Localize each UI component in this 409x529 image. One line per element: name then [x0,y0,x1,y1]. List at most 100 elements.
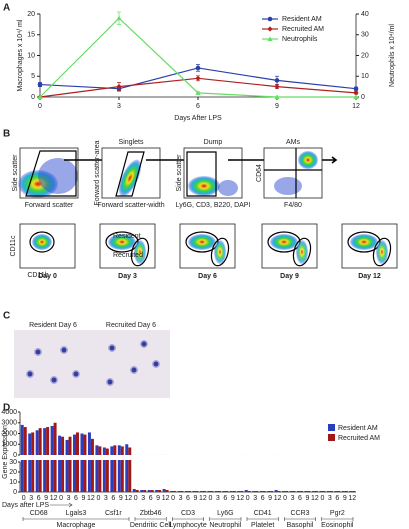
bar [277,491,281,492]
gate-title: AMs [286,139,301,146]
bar [120,460,124,492]
day-tick-label: 6 [37,495,41,502]
flow-y-label: Forward scatter-area [94,140,101,205]
bar [23,427,27,455]
day-tick-label: 12 [236,495,244,502]
density [32,234,52,250]
micrograph [14,330,92,398]
bar [177,491,181,492]
bar [105,448,109,455]
cell [72,370,80,378]
bar [105,460,109,492]
bar [87,460,91,492]
bar [199,491,203,492]
gene-label: CCR3 [290,510,309,517]
y-tick-label: 20 [27,11,35,18]
group-label: Neutrophil [209,522,241,529]
density [214,240,226,264]
bar [35,430,39,455]
day-tick-label: 6 [335,495,339,502]
bar [304,491,308,492]
flow-y-label: Side scatter [12,154,19,192]
legend-marker [267,36,273,41]
day-tick-label: 6 [186,495,190,502]
day-tick-label: 0 [134,495,138,502]
gate [115,151,145,197]
bar [195,491,199,492]
bar [322,491,326,492]
bar [90,460,94,492]
day-tick-label: 9 [119,495,123,502]
bar [289,491,293,492]
cell [26,370,34,378]
legend-label: Recruited AM [338,435,380,442]
density [38,158,78,194]
bar [147,490,151,492]
flow-y-label: Side scatter [176,154,183,192]
flow-x-label: F4/80 [284,202,302,209]
y-tick-label: 0 [13,452,17,459]
cell [60,346,68,354]
legend-swatch [328,434,335,441]
day-tick-label: 6 [298,495,302,502]
bar [252,491,256,492]
y-tick-label: 4000 [1,409,17,416]
density [134,240,146,264]
bar [73,434,76,455]
day-label: Day 3 [118,273,137,280]
day-tick-label: 0 [59,495,63,502]
bar [210,491,214,492]
marker [37,94,43,99]
bar [311,491,315,492]
gate [210,237,230,267]
x-tick-label: 0 [38,103,42,110]
bar [90,438,94,455]
day-tick-label: 3 [67,495,71,502]
marker [353,94,359,99]
panel-label: B [3,129,10,140]
bar [255,491,259,492]
gene-label: Csf1r [105,510,122,517]
bar [65,460,69,492]
day-tick-label: 0 [22,495,26,502]
day-tick-label: 6 [111,495,115,502]
flow-x-label: Ly6G, CD3, B220, DAPI [176,202,251,209]
day-tick-label: 12 [274,495,282,502]
marker [274,94,280,99]
marker [353,90,359,96]
bar [46,460,50,492]
legend-label: Resident AM [338,425,378,432]
bar [125,460,129,492]
day-tick-label: 3 [291,495,295,502]
day-tick-label: 3 [253,495,257,502]
bar [188,491,191,492]
group-label: Lymphocyte [169,522,207,529]
bar [180,491,184,492]
density [218,180,238,196]
bar [314,491,318,492]
x-tick-label: 12 [352,103,360,110]
bar [20,460,24,492]
bar [110,446,114,455]
flow-y-label: CD11c [10,235,17,256]
density [108,234,136,250]
bar [23,460,27,492]
gate [186,151,217,197]
y-tick-label: 0 [13,489,17,496]
bar [307,491,311,492]
bar [292,491,296,492]
cell [130,366,138,374]
bar [173,491,177,492]
gate-title: Dump [204,139,223,146]
y-tick-label: 5 [31,73,35,80]
bar [285,491,289,492]
bar [31,460,35,492]
bar [50,425,54,455]
day-tick-label: 9 [306,495,310,502]
bar [31,432,35,455]
flow-y-label: CD64 [256,164,263,182]
day-tick-label: 12 [162,495,170,502]
day-tick-label: 9 [231,495,235,502]
bar [43,428,47,455]
day-label: Day 12 [358,273,381,280]
